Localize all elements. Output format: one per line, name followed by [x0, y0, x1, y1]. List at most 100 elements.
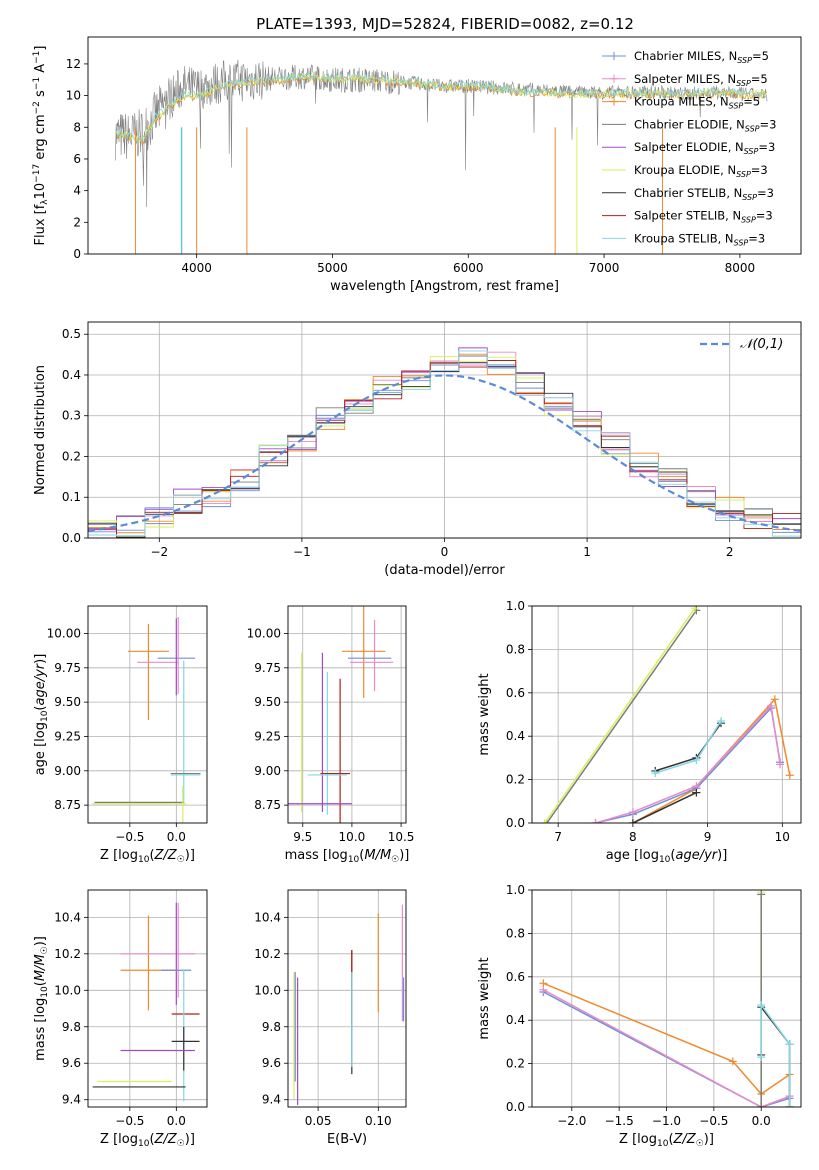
legend-label: Chabrier ELODIE, NSSP=3 — [634, 117, 776, 133]
tick-label-y: 0.4 — [506, 1013, 525, 1027]
tick-label-x: 8000 — [725, 261, 756, 275]
tick-label-y: 0.2 — [506, 1057, 525, 1071]
legend-label: Chabrier MILES, NSSP=5 — [634, 49, 769, 65]
panel-mass-vs-EBV: 0.05 0.10 9.4 9.6 9.8 10.0 10.2 10.4 E(B-V) — [254, 889, 407, 1147]
tick-label-y: 10.00 — [47, 626, 81, 640]
legend-normal-label: 𝒩(0,1) — [740, 337, 783, 352]
tick-label-x: −1.0 — [652, 1114, 681, 1128]
tick-label-x: 0.10 — [365, 1114, 392, 1128]
tick-label-y: 9.4 — [62, 1093, 81, 1107]
panel-age-vs-Z: −0.5 0.0 8.75 9.00 9.25 9.50 9.75 10.00 Z [log10… — [33, 605, 208, 865]
weight-line — [546, 609, 698, 823]
plot-area-age-vs-mass — [288, 606, 394, 823]
axes-frame — [287, 605, 407, 824]
panel-massweight-vs-age: 7 8 9 10 0.0 0.2 0.4 0.6 0.8 1.0 age [log10(age/yr… — [477, 599, 802, 865]
tick-label-x: 6000 — [453, 261, 484, 275]
tick-label-x: 2 — [726, 545, 734, 559]
weight-line — [760, 1004, 791, 1107]
legend-marker — [610, 52, 618, 60]
legend-marker — [610, 74, 618, 83]
histogram-step — [88, 356, 801, 537]
tick-label-y: 10.0 — [254, 983, 281, 997]
tick-label-y: 10 — [66, 89, 81, 103]
tick-label-y: 10.0 — [54, 983, 81, 997]
tick-label-x: 10 — [775, 830, 790, 844]
tick-label-y: 1.0 — [506, 599, 525, 613]
weight-marker — [692, 788, 701, 797]
tick-label-y: 9.50 — [54, 695, 81, 709]
tick-label-x: 0.0 — [752, 1114, 771, 1128]
weight-marker — [757, 1053, 766, 1062]
tick-label-y: 8.75 — [254, 798, 281, 812]
tick-label-x: 0.0 — [167, 1114, 186, 1128]
normal-curve — [88, 374, 801, 532]
tick-label-y: 10.2 — [54, 947, 81, 961]
tick-label-x: 5000 — [317, 261, 348, 275]
tick-label-y: 0 — [73, 247, 81, 261]
weight-marker — [785, 1040, 794, 1049]
tick-label-y: 4 — [73, 184, 81, 198]
weight-marker — [690, 606, 699, 613]
tick-label-y: 9.6 — [262, 1056, 281, 1070]
tick-label-y: 10.00 — [247, 626, 281, 640]
weight-line — [655, 722, 722, 772]
tick-label-x: 9.5 — [293, 830, 312, 844]
axes-frame — [531, 889, 802, 1108]
legend: Chabrier MILES, NSSP=5 Salpeter MILES, NS… — [602, 49, 776, 247]
legend-marker — [610, 97, 618, 106]
tick-label-y: 0.5 — [62, 327, 81, 341]
tick-label-x: 0.0 — [167, 830, 186, 844]
tick-label-y: 0.1 — [62, 490, 81, 504]
legend-label: Kroupa MILES, NSSP=5 — [634, 95, 760, 111]
tick-label-y: 8 — [73, 120, 81, 134]
weight-marker — [540, 819, 549, 823]
axis-label-y: mass weight — [477, 957, 492, 1039]
tick-label-y: 10.4 — [54, 910, 81, 924]
tick-label-x: −0.5 — [115, 830, 144, 844]
weight-marker — [767, 701, 776, 710]
axes-frame — [87, 321, 802, 539]
tick-label-y: 9.8 — [62, 1020, 81, 1034]
tick-label-y: 6 — [73, 152, 81, 166]
weight-marker — [651, 769, 660, 778]
plot-area-residuals — [88, 347, 801, 538]
tick-label-y: 0.8 — [506, 642, 525, 656]
tick-label-y: 9.00 — [254, 764, 281, 778]
tick-label-x: −0.5 — [115, 1114, 144, 1128]
weight-marker — [628, 808, 637, 817]
tick-label-y: 1.0 — [506, 883, 525, 897]
axis-label-y: Normed distribution — [33, 365, 48, 495]
tick-label-y: 0.2 — [62, 449, 81, 463]
axis-label-y: mass weight — [477, 673, 492, 755]
tick-label-y: 0.8 — [506, 926, 525, 940]
axis-label-x: Z [log10(Z/Z☉)] — [619, 1132, 714, 1149]
weight-marker — [776, 760, 785, 769]
tick-label-y: 8.75 — [54, 798, 81, 812]
tick-label-x: 4000 — [181, 261, 212, 275]
tick-label-y: 9.4 — [262, 1093, 281, 1107]
tick-label-y: 9.25 — [254, 729, 281, 743]
weight-line — [632, 791, 697, 823]
tick-label-y: 0.6 — [506, 970, 525, 984]
weight-marker — [757, 1001, 766, 1010]
weight-line — [760, 1002, 791, 1107]
panel-spectrum: 4000 5000 6000 7000 8000 0 2 4 6 8 10 12 wavelength … — [32, 36, 802, 294]
tick-label-y: 9.75 — [54, 661, 81, 675]
tick-label-y: 0.0 — [506, 816, 525, 830]
weight-marker — [785, 771, 794, 780]
axes-frame — [531, 605, 802, 824]
weight-marker — [757, 1103, 766, 1107]
panel-age-vs-mass: 9.5 10.0 10.5 8.75 9.00 9.25 9.50 9.75 10.00 mass… — [247, 605, 414, 865]
weight-marker — [692, 756, 701, 765]
tick-label-y: 0.4 — [506, 729, 525, 743]
plot-area-mass-vs-Z — [92, 902, 200, 1102]
axis-label-x: Z [log10(Z/Z☉)] — [100, 1132, 195, 1149]
tick-label-y: 9.50 — [254, 695, 281, 709]
legend-label: Salpeter ELODIE, NSSP=3 — [634, 140, 775, 156]
weight-line — [543, 989, 790, 1107]
legend-label: Salpeter MILES, NSSP=5 — [634, 72, 768, 88]
plot-area-spectrum — [114, 59, 768, 254]
axis-label-x: Z [log10(Z/Z☉)] — [100, 848, 195, 865]
tick-label-y: 9.6 — [62, 1056, 81, 1070]
panel-massweight-vs-Z: −2.0 −1.5 −1.0 −0.5 0.0 0.0 0.2 0.4 0.6 0.8 1.0 Z [… — [477, 883, 802, 1149]
